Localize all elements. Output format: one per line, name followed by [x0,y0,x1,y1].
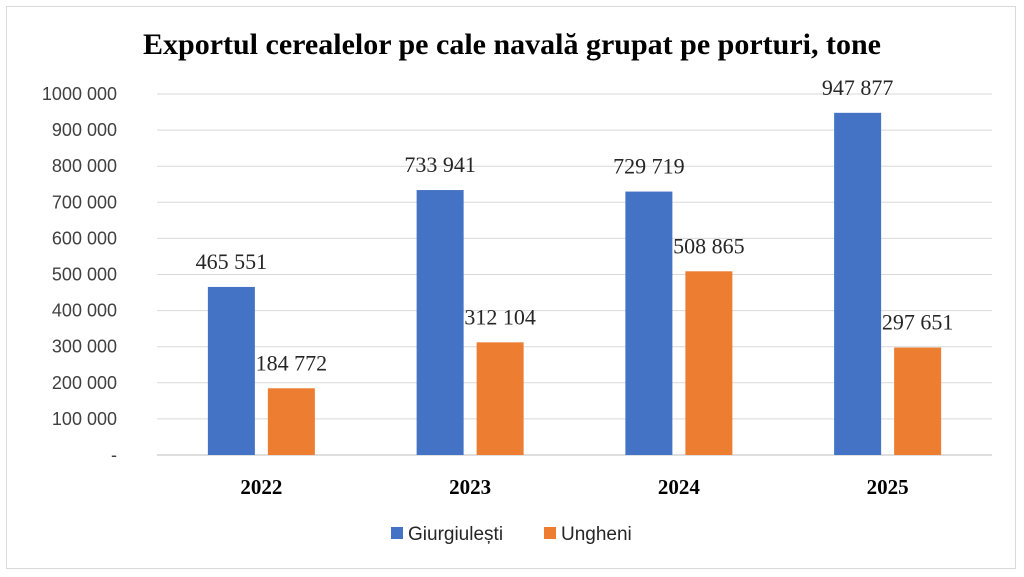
y-tick-label: - [111,445,117,465]
bar-giurgiulesti [416,190,464,455]
data-labels: 465 551 184 772 733 941 312 104 729 719 508 8… [196,75,954,375]
y-axis-ticks: - 100 000 200 000 300 000 400 000 500 000 600 … [42,84,117,465]
y-tick-label: 800 000 [52,156,117,176]
data-label: 733 941 [404,152,476,177]
x-axis-ticks: 2022 2023 2024 2025 [240,475,908,499]
y-tick-label: 300 000 [52,337,117,357]
data-label: 508 865 [673,233,745,258]
y-tick-label: 100 000 [52,409,117,429]
bar-giurgiulesti [834,112,882,455]
legend-swatch-ungheni [544,527,556,539]
x-tick-label: 2023 [449,475,491,499]
legend-label: Ungheni [561,524,632,545]
data-label: 297 651 [882,310,954,335]
y-tick-label: 200 000 [52,373,117,393]
bar-ungheni [894,347,942,455]
y-tick-label: 900 000 [52,120,117,140]
y-tick-label: 400 000 [52,301,117,321]
data-label: 184 772 [256,350,328,375]
data-label: 312 104 [464,304,536,329]
bar-giurgiulesti [207,286,255,455]
y-tick-label: 600 000 [52,228,117,248]
y-tick-label: 1000 000 [42,84,117,104]
x-tick-label: 2022 [240,475,282,499]
data-label: 465 551 [196,249,268,274]
legend: Giurgiulești Ungheni [391,524,632,545]
y-tick-label: 700 000 [52,192,117,212]
chart-title: Exportul cerealelor pe cale navală grupa… [143,28,881,61]
x-tick-label: 2024 [658,475,701,499]
bar-ungheni [476,342,524,455]
bar-ungheni [685,271,733,455]
legend-label: Giurgiulești [408,524,503,545]
x-tick-label: 2025 [867,475,909,499]
data-label: 947 877 [822,75,894,100]
y-tick-label: 500 000 [52,265,117,285]
bars [207,112,942,455]
legend-swatch-giurgiulesti [391,527,403,539]
bar-giurgiulesti [625,191,673,455]
bar-ungheni [267,388,315,455]
data-label: 729 719 [613,154,685,179]
